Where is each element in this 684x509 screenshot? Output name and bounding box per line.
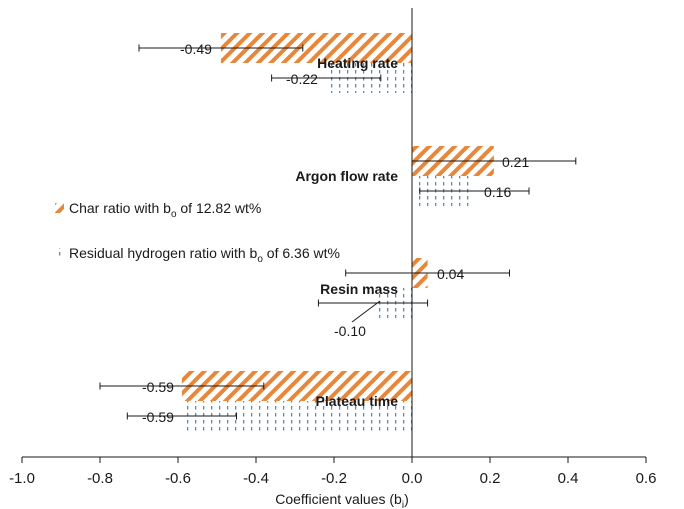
data-label-resin-mass-hydrogen: -0.10 [334, 323, 366, 339]
x-tick-label-0-4: -0.4 [243, 470, 269, 487]
x-tick-label-0-2: 0.2 [480, 470, 501, 487]
legend-swatch-residual-hydrogen [55, 248, 64, 258]
x-tick-label-0-6: -0.6 [165, 470, 191, 487]
error-bars-layer [99, 44, 577, 420]
leader-line-resin-mass-hydrogen [351, 300, 381, 323]
x-tick-label-0-6: 0.6 [636, 470, 657, 487]
category-label-argon-flow-rate: Argon flow rate [295, 168, 398, 184]
category-label-heating-rate: Heating rate [317, 55, 398, 71]
bars-layer [181, 33, 494, 431]
category-label-plateau-time: Plateau time [316, 393, 399, 409]
legend-swatch-char-ratio [55, 203, 64, 213]
legend-item-char-ratio: Char ratio with bo of 12.82 wt% [55, 200, 261, 220]
legend-label-char-ratio: Char ratio with bo of 12.82 wt% [69, 200, 261, 220]
category-label-resin-mass: Resin mass [320, 281, 398, 297]
x-tick-label-0-0: 0.0 [402, 470, 423, 487]
data-label-plateau-time-hydrogen: -0.59 [142, 409, 174, 425]
data-label-argon-flow-rate-hydrogen: 0.16 [484, 184, 511, 200]
x-axis-title: Coefficient values (bi) [275, 491, 409, 509]
data-label-resin-mass-char: 0.04 [437, 266, 464, 282]
legend-item-residual-hydrogen: Residual hydrogen ratio with bo of 6.36 … [55, 245, 340, 265]
legend-label-residual-hydrogen: Residual hydrogen ratio with bo of 6.36 … [69, 245, 340, 265]
x-tick-label-0-2: -0.2 [321, 470, 347, 487]
data-label-plateau-time-char: -0.59 [142, 379, 174, 395]
x-tick-label-0-4: 0.4 [558, 470, 579, 487]
x-tick-label-0-8: -0.8 [87, 470, 113, 487]
data-label-argon-flow-rate-char: 0.21 [502, 154, 529, 170]
x-tick-label-1-0: -1.0 [9, 470, 35, 487]
data-label-heating-rate-char: -0.49 [180, 41, 212, 57]
legend: Char ratio with bo of 12.82 wt% Residual… [55, 200, 340, 265]
x-axis: -1.0 -0.8 -0.6 -0.4 -0.2 0.0 0.2 0.4 0.6 [9, 8, 656, 487]
data-label-heating-rate-hydrogen: -0.22 [286, 71, 318, 87]
